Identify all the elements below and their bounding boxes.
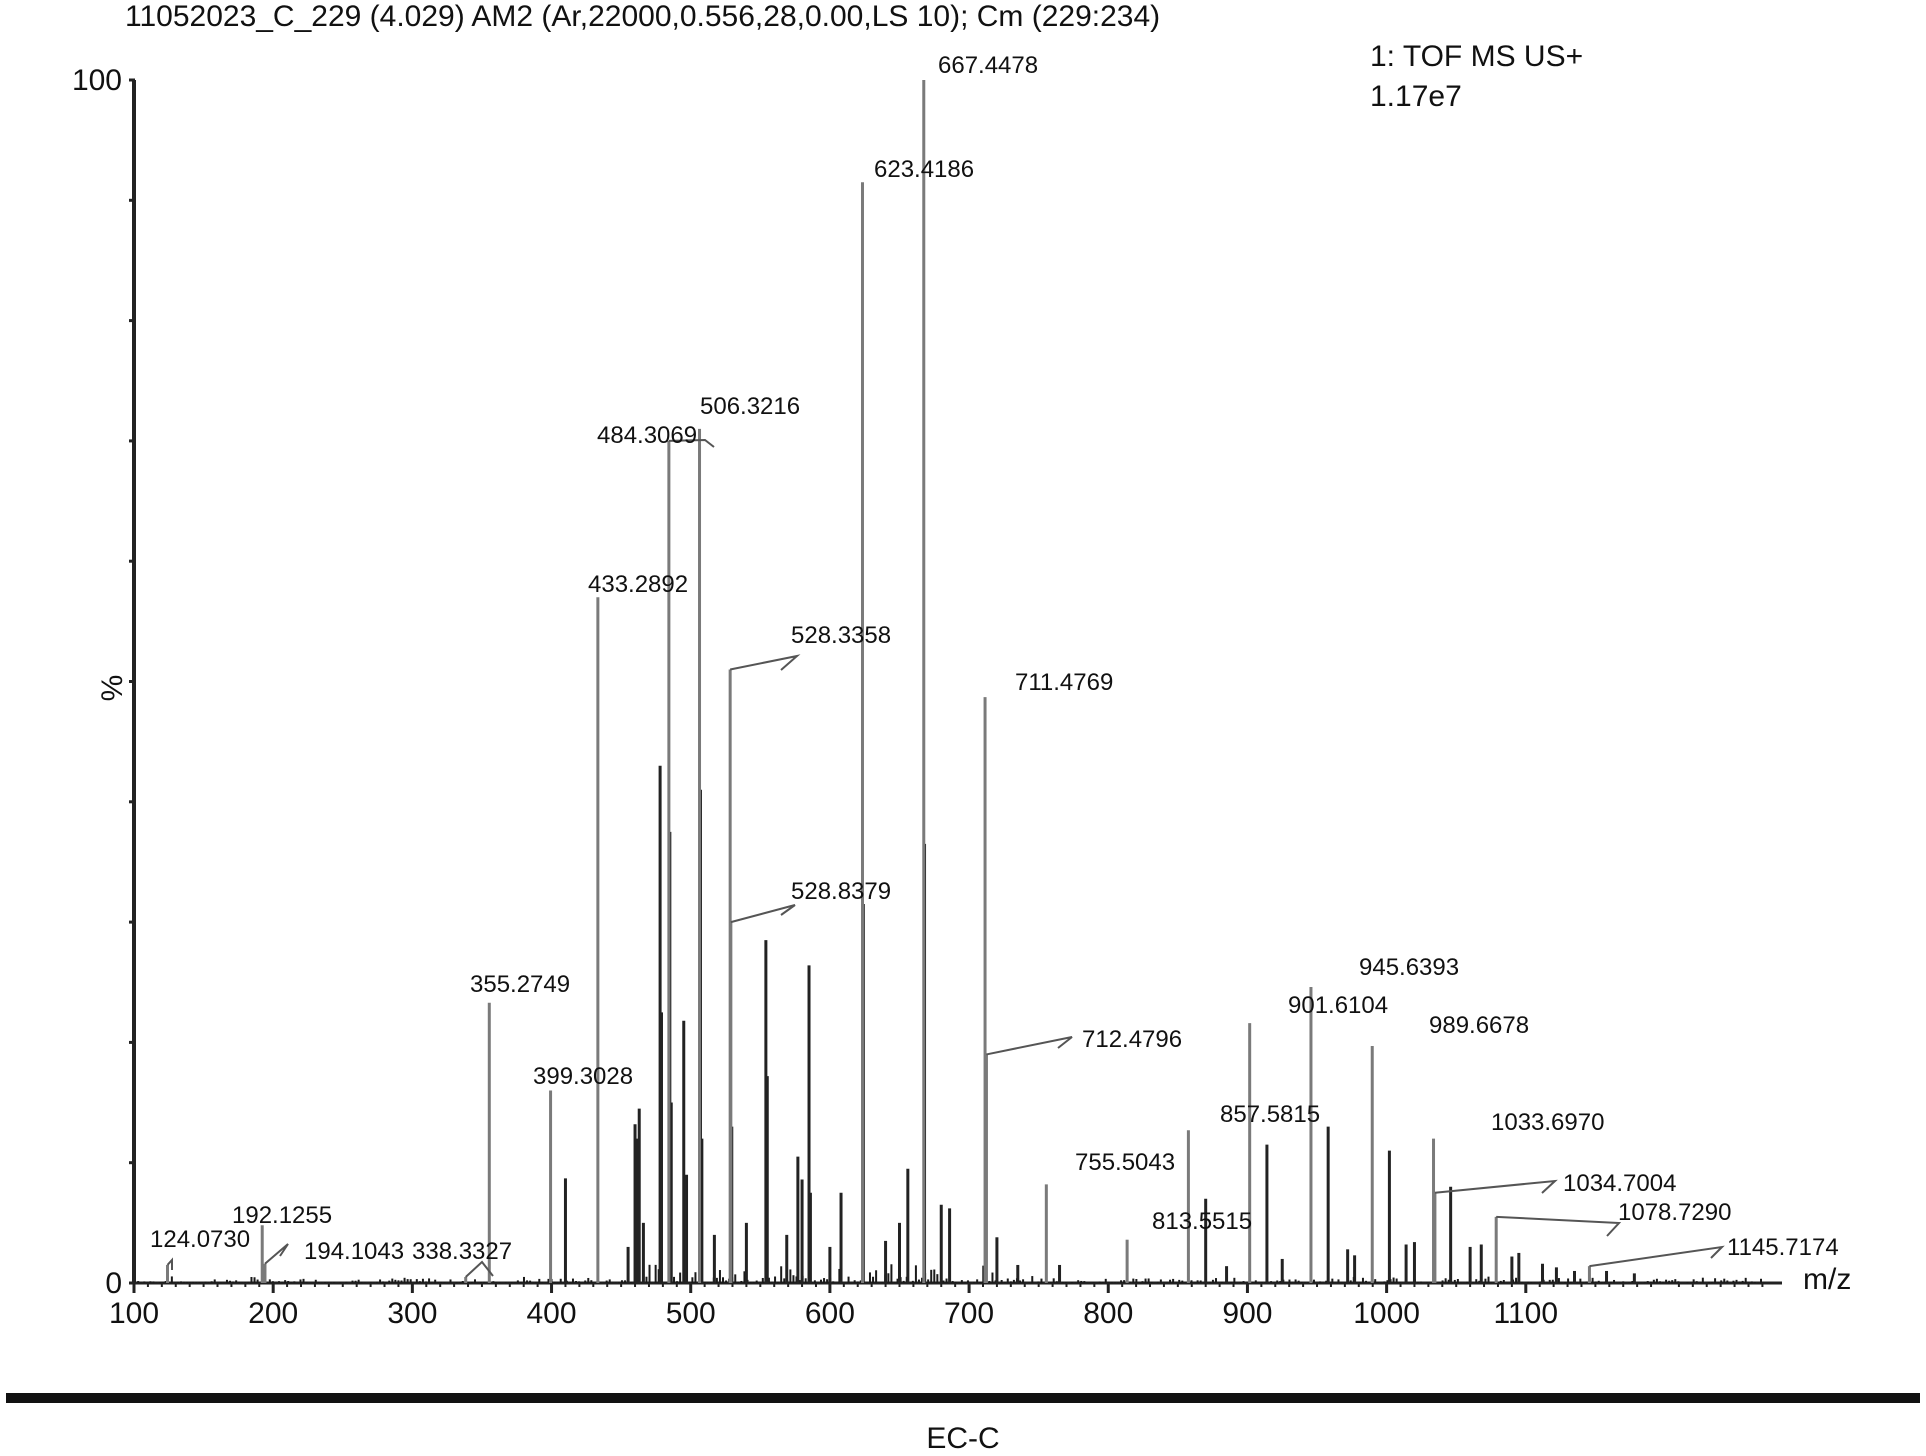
bottom-divider-bar	[6, 1393, 1920, 1403]
x-tick-label: 600	[805, 1297, 855, 1330]
peak-label: 1034.7004	[1563, 1170, 1676, 1197]
peak-label: 755.5043	[1075, 1149, 1175, 1176]
y-tick-label: 0	[105, 1267, 122, 1300]
peak-label: 1145.7174	[1727, 1234, 1839, 1261]
peak-label-connector	[1434, 1179, 1558, 1194]
peak-label-connector	[1496, 1215, 1622, 1237]
x-tick-label: 300	[387, 1297, 437, 1330]
peak-label-connector	[465, 1260, 494, 1278]
peak-label: 1033.6970	[1491, 1109, 1604, 1136]
peak-label: 124.0730	[150, 1226, 250, 1253]
x-tick-label: 100	[109, 1297, 159, 1330]
y-tick-label: 100	[72, 64, 122, 97]
labeled-peaks	[166, 80, 1591, 1283]
peak-label: 667.4478	[938, 52, 1038, 79]
x-tick-label: 500	[666, 1297, 716, 1330]
peak-label: 338.3327	[412, 1238, 512, 1265]
peak-label-connector	[166, 1257, 173, 1270]
x-tick-label: 1100	[1494, 1297, 1559, 1330]
x-tick-label: 800	[1083, 1297, 1133, 1330]
peak-label-connector	[668, 438, 715, 448]
intensity-label: 1.17e7	[1370, 80, 1462, 113]
peak-label: 399.3028	[533, 1063, 633, 1090]
peak-label: 528.3358	[791, 622, 891, 649]
peak-label: 506.3216	[700, 393, 800, 420]
peak-label: 813.5515	[1152, 1208, 1252, 1235]
peak-label: 857.5815	[1220, 1101, 1320, 1128]
peak-label: 989.6678	[1429, 1012, 1529, 1039]
peak-label: 433.2892	[588, 571, 688, 598]
peak-label: 623.4186	[874, 156, 974, 183]
x-tick-label: 900	[1222, 1297, 1272, 1330]
peak-label: 1078.7290	[1618, 1199, 1731, 1226]
peak-label-connector	[1589, 1245, 1725, 1268]
peak-label: 355.2749	[470, 971, 570, 998]
peak-label: 528.8379	[791, 878, 891, 905]
x-axis-ticks: 100 200 300 400 500 600 700 800 900 1000 1100	[109, 1283, 1764, 1330]
axes	[132, 80, 1782, 1285]
peak-label: 711.4769	[1015, 669, 1113, 696]
scan-mode-label: 1: TOF MS US+	[1370, 40, 1583, 73]
y-axis-ticks: 0 100	[72, 64, 135, 1300]
x-axis-label: m/z	[1803, 1263, 1851, 1296]
x-tick-label: 200	[248, 1297, 298, 1330]
peak-label: 945.6393	[1359, 954, 1459, 981]
x-tick-label: 400	[527, 1297, 577, 1330]
x-tick-label: 1000	[1353, 1297, 1420, 1330]
peak-label-connector	[264, 1243, 289, 1265]
peak-label-connector	[730, 904, 796, 924]
x-tick-label: 700	[944, 1297, 994, 1330]
peak-label: 901.6104	[1288, 992, 1388, 1019]
peak-label: 194.1043	[304, 1238, 404, 1265]
peak-label: 484.3069	[597, 422, 697, 449]
y-axis-label: %	[96, 675, 129, 702]
peak-label: 192.1255	[232, 1202, 332, 1229]
peak-label-connector	[986, 1036, 1073, 1056]
sample-caption: EC-C	[926, 1422, 1000, 1455]
peak-label: 712.4796	[1082, 1026, 1182, 1053]
baseline-noise	[137, 1264, 1766, 1283]
spectrum-title: 11052023_C_229 (4.029) AM2 (Ar,22000,0.5…	[125, 0, 1160, 33]
peak-label-connector	[729, 654, 801, 671]
